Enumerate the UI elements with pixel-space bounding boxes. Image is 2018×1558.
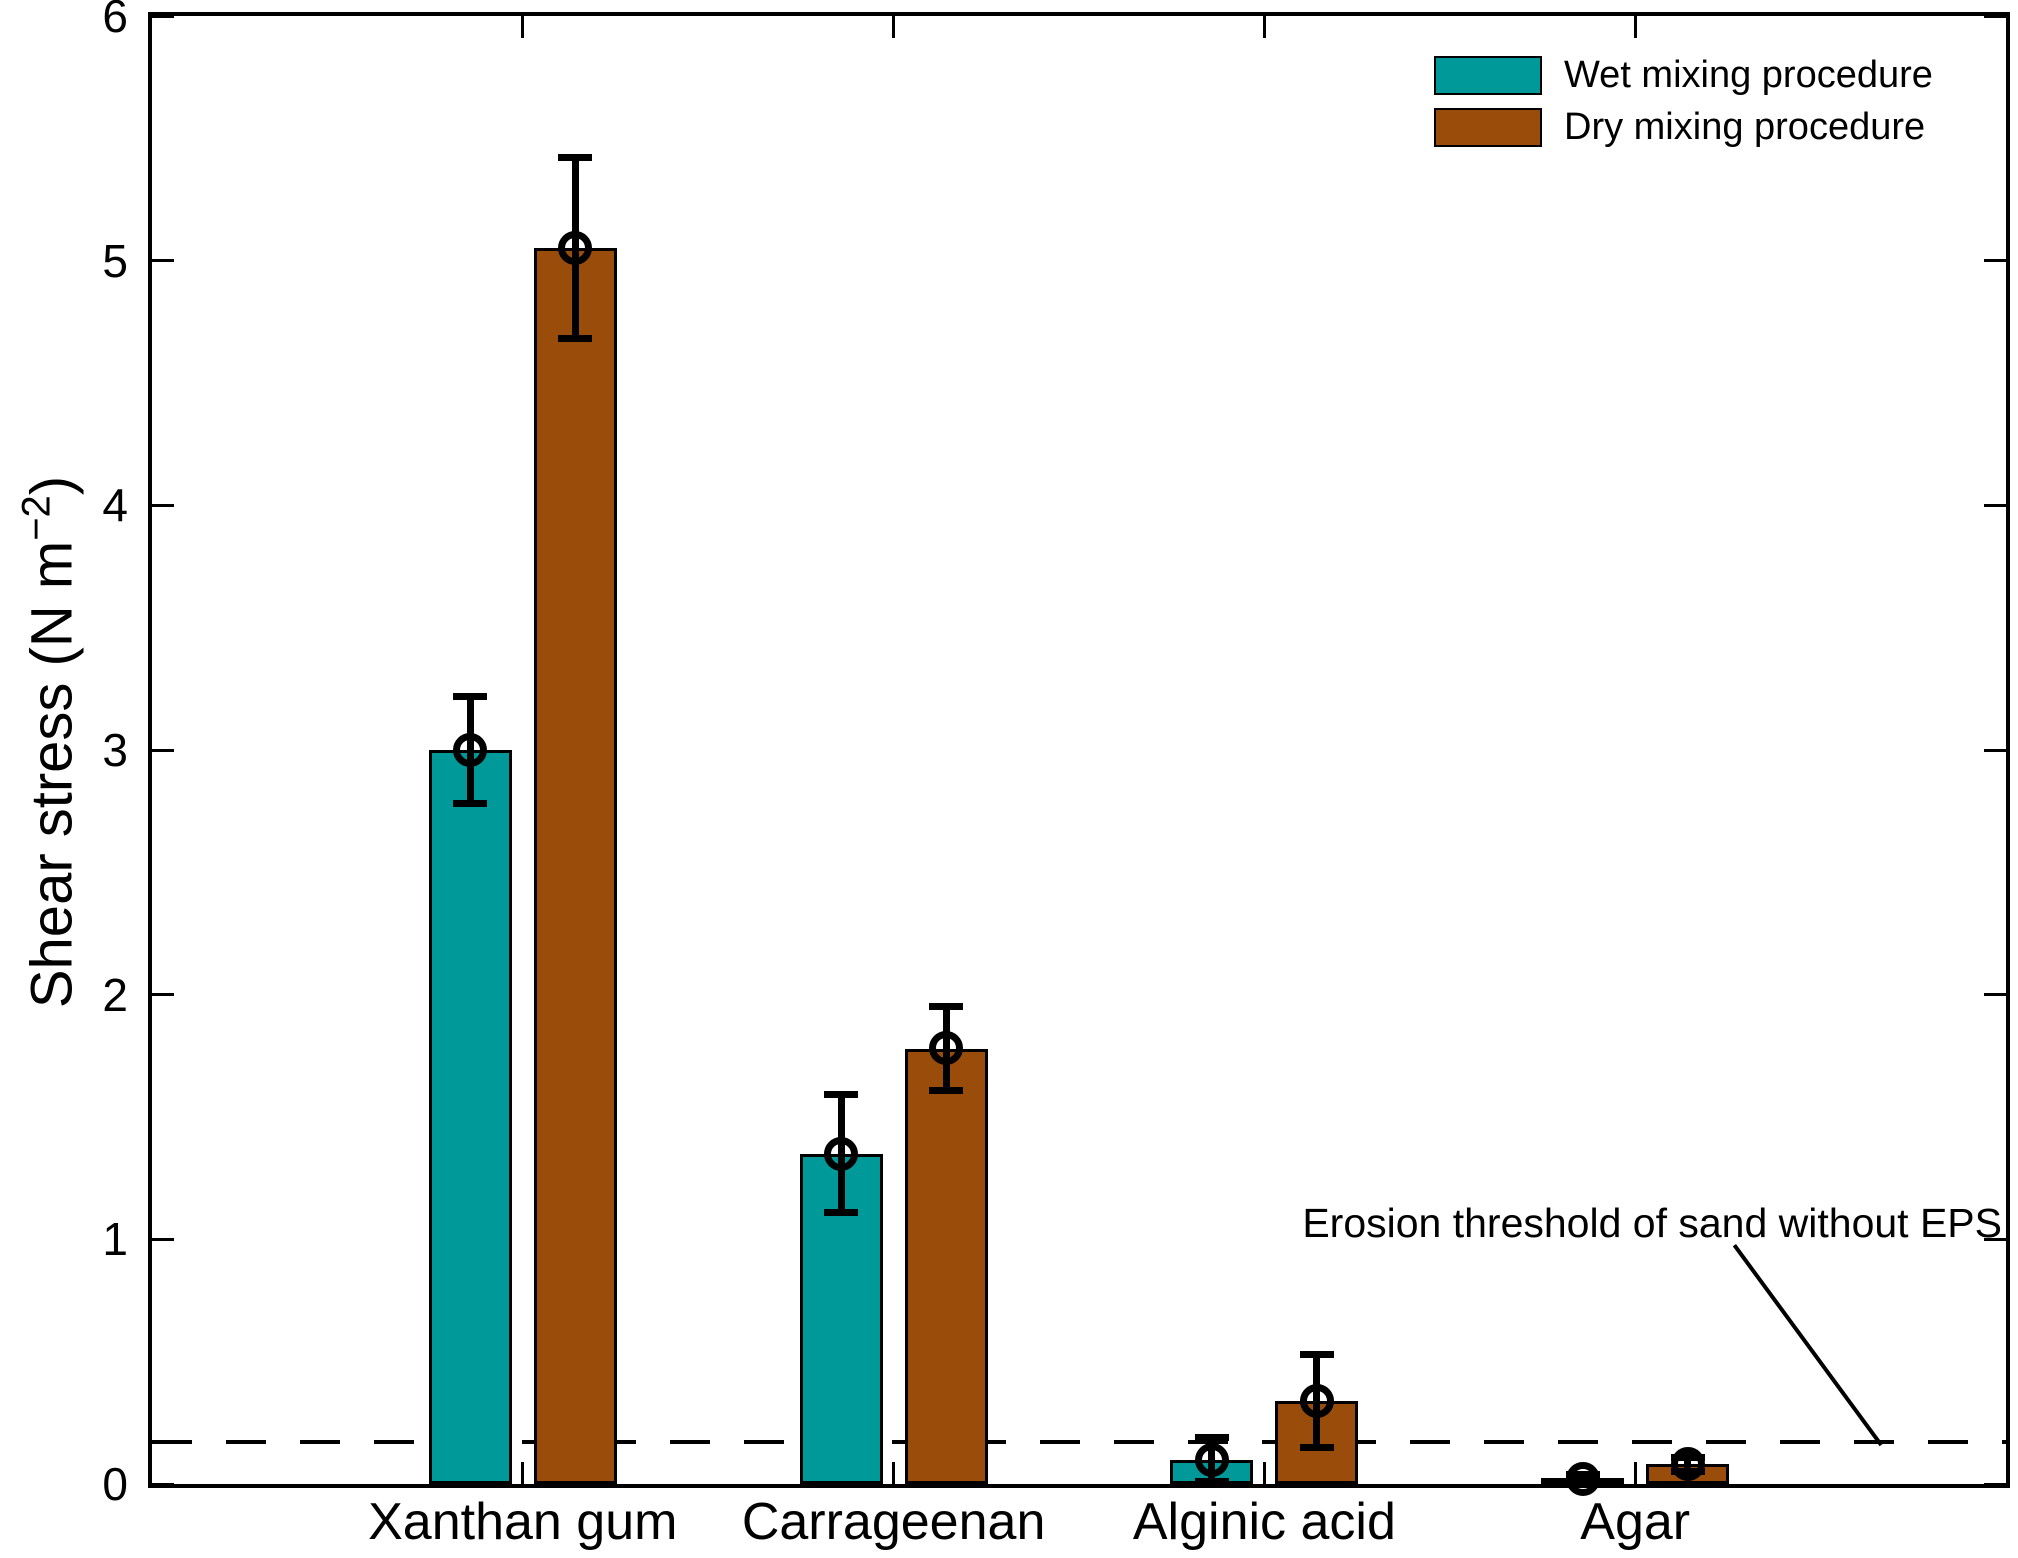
x-axis-tick bbox=[892, 1462, 896, 1484]
y-axis-tick bbox=[1984, 993, 2006, 997]
data-marker bbox=[824, 1136, 859, 1171]
y-axis-tick bbox=[152, 1237, 174, 1241]
x-category-label: Xanthan gum bbox=[368, 1493, 678, 1551]
x-axis-tick bbox=[892, 16, 896, 38]
plot-area bbox=[148, 12, 2010, 1497]
y-axis-tick bbox=[152, 259, 174, 263]
y-axis-tick bbox=[152, 14, 174, 18]
error-bar-cap bbox=[1194, 1434, 1229, 1441]
data-marker bbox=[1565, 1462, 1600, 1497]
y-axis-tick bbox=[1984, 748, 2006, 752]
y-tick-label: 2 bbox=[102, 968, 128, 1021]
y-tick-label: 3 bbox=[102, 724, 128, 776]
y-axis-tick bbox=[152, 993, 174, 997]
x-category-label: Agar bbox=[1580, 1493, 1691, 1551]
y-axis-tick bbox=[1984, 503, 2006, 507]
threshold-annotation-text: Erosion threshold of sand without EPS bbox=[1302, 1200, 2002, 1246]
x-axis-tick bbox=[521, 16, 525, 38]
x-category-label: Alginic acid bbox=[1132, 1493, 1396, 1551]
bar-xanthan-gum-dry bbox=[533, 248, 617, 1484]
y-axis-tick bbox=[1984, 14, 2006, 18]
x-axis-tick bbox=[1633, 16, 1637, 38]
x-axis-tick bbox=[1262, 1462, 1266, 1484]
data-marker bbox=[1670, 1447, 1705, 1482]
bar-xanthan-gum-wet bbox=[428, 750, 512, 1484]
y-axis-tick bbox=[1984, 1482, 2006, 1486]
y-tick-label: 4 bbox=[102, 479, 128, 532]
data-marker bbox=[929, 1031, 964, 1066]
data-marker bbox=[1299, 1383, 1334, 1418]
legend-swatch-wet-icon bbox=[1434, 55, 1542, 95]
y-axis-tick bbox=[1984, 1237, 2006, 1241]
error-bar-cap bbox=[453, 800, 488, 808]
y-tick-label: 0 bbox=[102, 1458, 128, 1510]
error-bar-cap bbox=[824, 1208, 859, 1216]
y-tick-label: 1 bbox=[102, 1213, 128, 1266]
threshold-line bbox=[152, 1440, 2006, 1445]
data-marker bbox=[453, 733, 488, 767]
y-axis-tick bbox=[152, 503, 174, 507]
error-bar-cap bbox=[1194, 1478, 1229, 1486]
x-axis-tick bbox=[1633, 1462, 1637, 1484]
error-bar-cap bbox=[558, 154, 593, 162]
y-axis-tick bbox=[152, 1482, 174, 1486]
y-axis-tick bbox=[152, 748, 174, 752]
data-marker bbox=[1194, 1442, 1229, 1477]
error-bar-cap bbox=[824, 1091, 859, 1099]
legend-item-wet: Wet mixing procedure bbox=[1434, 53, 1933, 96]
legend-swatch-dry-icon bbox=[1434, 107, 1542, 147]
error-bar-cap bbox=[1299, 1443, 1334, 1451]
legend-label-wet: Wet mixing procedure bbox=[1564, 53, 1933, 96]
x-axis-tick bbox=[1262, 16, 1266, 38]
error-bar-cap bbox=[453, 692, 488, 700]
x-axis-tick bbox=[521, 1462, 525, 1484]
error-bar-cap bbox=[929, 1086, 964, 1094]
data-marker bbox=[558, 231, 593, 266]
legend-item-dry: Dry mixing procedure bbox=[1434, 105, 1926, 148]
error-bar-cap bbox=[1299, 1350, 1334, 1358]
y-tick-label: 5 bbox=[102, 234, 128, 287]
y-axis-tick bbox=[1984, 259, 2006, 263]
x-category-label: Carrageenan bbox=[741, 1493, 1046, 1551]
error-bar-cap bbox=[929, 1003, 964, 1011]
y-tick-label: 6 bbox=[102, 0, 128, 42]
error-bar-cap bbox=[558, 335, 593, 343]
legend-label-dry: Dry mixing procedure bbox=[1564, 105, 1926, 148]
bar-carrageenan-dry bbox=[904, 1048, 988, 1484]
